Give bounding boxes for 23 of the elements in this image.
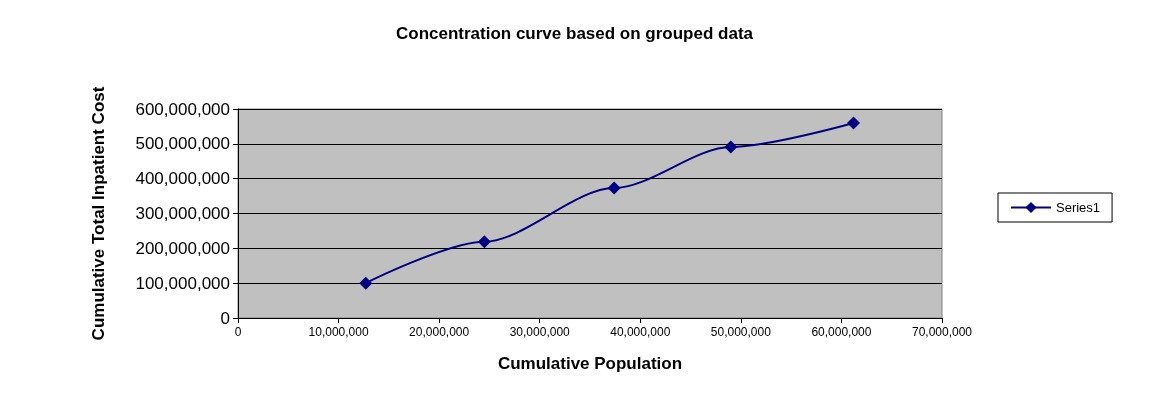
x-tick-label: 50,000,000 (710, 325, 772, 339)
legend-label: Series1 (1056, 200, 1101, 215)
y-tick-label: 400,000,000 (135, 169, 230, 189)
point (359, 276, 373, 290)
y-tick-label: 600,000,000 (135, 99, 230, 119)
x-tick-label: 0 (234, 325, 242, 339)
y-axis-title: Cumulative Total Inpatient Cost (88, 86, 108, 341)
y-tick-label: 200,000,000 (135, 238, 230, 258)
x-tick-label: 40,000,000 (610, 325, 671, 339)
chart-title: Concentration curve based on grouped data (395, 24, 754, 43)
x-tick-label: 60,000,000 (811, 325, 872, 339)
y-tick-label: 100,000,000 (135, 273, 230, 293)
x-tick-label: 70,000,000 (911, 325, 973, 339)
y-tick-label: 500,000,000 (135, 134, 230, 154)
point (477, 235, 491, 249)
x-tick-label: 30,000,000 (509, 325, 571, 339)
x-axis-title: Cumulative Population (497, 353, 683, 373)
point (847, 116, 860, 130)
x-tick-label: 10,000,000 (308, 325, 369, 339)
point (724, 140, 738, 154)
x-tick-label: 20,000,000 (409, 325, 470, 339)
point (607, 181, 621, 195)
y-tick-label: 300,000,000 (135, 204, 230, 223)
